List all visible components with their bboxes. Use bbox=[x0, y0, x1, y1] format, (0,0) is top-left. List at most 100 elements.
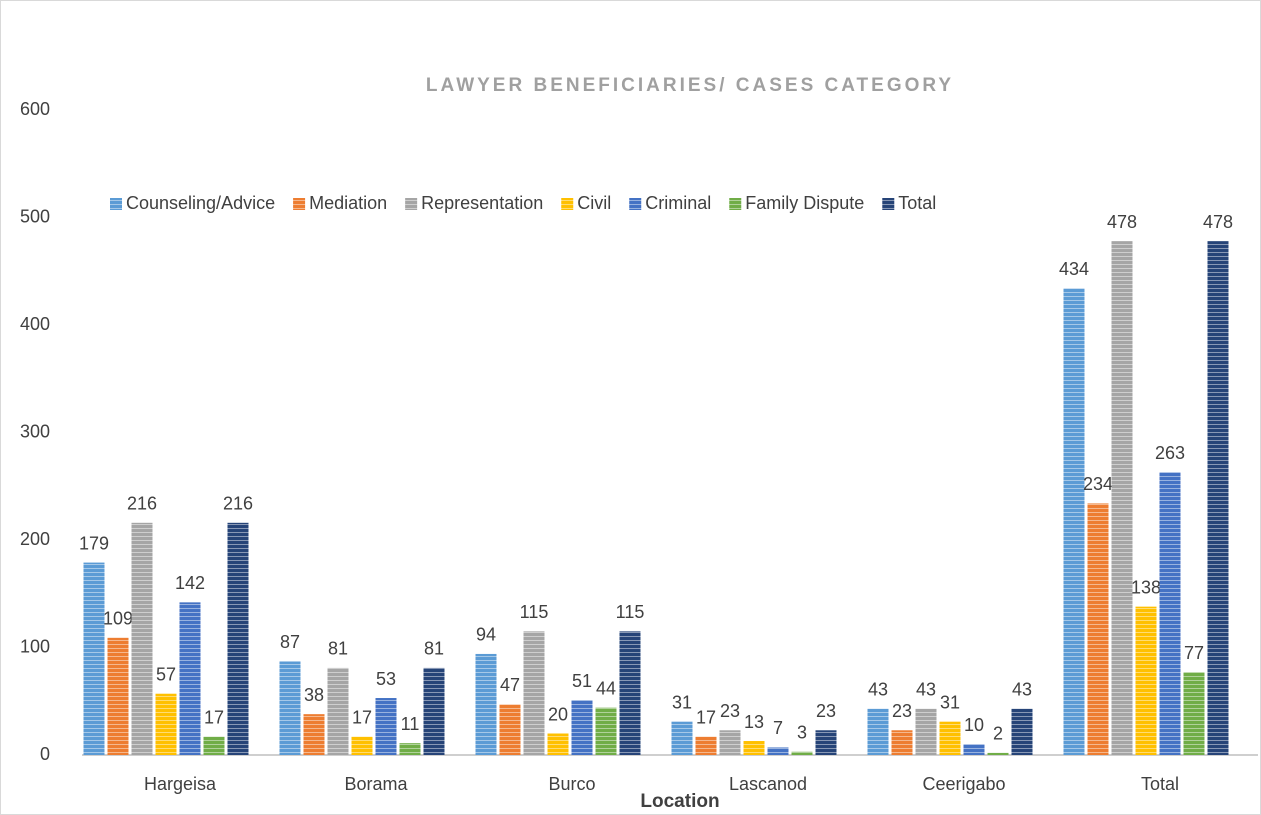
data-label: 216 bbox=[223, 494, 253, 514]
bar bbox=[963, 744, 985, 755]
bar bbox=[303, 714, 325, 755]
data-label: 43 bbox=[1012, 680, 1032, 700]
legend-label: Criminal bbox=[645, 193, 711, 213]
bar bbox=[107, 637, 129, 755]
legend-label: Mediation bbox=[309, 193, 387, 213]
data-label: 115 bbox=[616, 602, 645, 622]
data-label: 2 bbox=[993, 724, 1003, 744]
bar bbox=[475, 653, 497, 755]
bar bbox=[719, 730, 741, 755]
bar bbox=[571, 700, 593, 755]
legend-label: Representation bbox=[421, 193, 543, 213]
data-label: 138 bbox=[1131, 577, 1161, 597]
data-label: 23 bbox=[816, 701, 836, 721]
data-label: 51 bbox=[572, 671, 592, 691]
data-label: 7 bbox=[773, 718, 783, 738]
bar bbox=[83, 562, 105, 755]
data-label: 478 bbox=[1203, 212, 1233, 232]
bar bbox=[743, 741, 765, 755]
x-tick-label: Lascanod bbox=[729, 774, 807, 794]
legend-swatch bbox=[405, 198, 418, 210]
legend-swatch bbox=[729, 198, 742, 210]
data-label: 17 bbox=[352, 707, 372, 727]
data-label: 263 bbox=[1155, 443, 1185, 463]
bar bbox=[279, 661, 301, 755]
bar bbox=[1135, 606, 1157, 755]
data-label: 81 bbox=[328, 639, 348, 659]
bar bbox=[375, 698, 397, 755]
bar bbox=[131, 522, 153, 755]
legend-swatch bbox=[882, 198, 895, 210]
data-label: 57 bbox=[156, 664, 176, 684]
x-tick-label: Hargeisa bbox=[144, 774, 217, 794]
legend-swatch bbox=[110, 198, 122, 210]
x-tick-label: Total bbox=[1141, 774, 1179, 794]
legend-swatch bbox=[561, 198, 574, 210]
legend-label: Civil bbox=[577, 193, 611, 213]
bar bbox=[1207, 241, 1229, 755]
bar bbox=[815, 730, 837, 755]
bar bbox=[915, 708, 937, 755]
y-tick-label: 100 bbox=[20, 636, 50, 656]
bar bbox=[595, 707, 617, 755]
bar bbox=[1063, 288, 1085, 755]
data-label: 77 bbox=[1184, 643, 1204, 663]
bar bbox=[1183, 672, 1205, 755]
x-tick-label: Ceerigabo bbox=[922, 774, 1005, 794]
data-label: 115 bbox=[520, 602, 549, 622]
bar bbox=[203, 736, 225, 755]
y-tick-label: 300 bbox=[20, 421, 50, 441]
bar bbox=[351, 736, 373, 755]
data-label: 10 bbox=[964, 715, 984, 735]
bar bbox=[695, 736, 717, 755]
bar bbox=[867, 708, 889, 755]
bar bbox=[423, 667, 445, 755]
data-label: 17 bbox=[696, 707, 716, 727]
data-label: 87 bbox=[280, 632, 300, 652]
data-label: 142 bbox=[175, 573, 205, 593]
bar bbox=[939, 721, 961, 755]
bar bbox=[399, 743, 421, 755]
bar bbox=[547, 733, 569, 755]
chart-title: LAWYER BENEFICIARIES/ CASES CATEGORY bbox=[426, 75, 954, 96]
bar bbox=[1159, 472, 1181, 755]
bar bbox=[671, 721, 693, 755]
legend-label: Counseling/Advice bbox=[126, 193, 275, 213]
data-label: 31 bbox=[672, 692, 692, 712]
bar bbox=[767, 747, 789, 755]
y-tick-label: 200 bbox=[20, 529, 50, 549]
bar bbox=[499, 704, 521, 755]
bar bbox=[891, 730, 913, 755]
data-label: 109 bbox=[103, 609, 133, 629]
bar bbox=[155, 693, 177, 755]
data-label: 43 bbox=[916, 680, 936, 700]
data-label: 216 bbox=[127, 494, 157, 514]
bar bbox=[1011, 708, 1033, 755]
y-tick-label: 400 bbox=[20, 314, 50, 334]
data-label: 23 bbox=[720, 701, 740, 721]
legend-swatch bbox=[629, 198, 642, 210]
x-tick-label: Burco bbox=[548, 774, 595, 794]
data-label: 44 bbox=[596, 678, 616, 698]
y-tick-label: 0 bbox=[40, 744, 50, 764]
bar bbox=[1087, 503, 1109, 755]
data-label: 20 bbox=[548, 704, 568, 724]
legend-label: Total bbox=[898, 193, 936, 213]
data-label: 38 bbox=[304, 685, 324, 705]
bar bbox=[327, 667, 349, 755]
data-label: 31 bbox=[940, 692, 960, 712]
bar bbox=[227, 522, 249, 755]
data-label: 94 bbox=[476, 625, 496, 645]
data-label: 23 bbox=[892, 701, 912, 721]
data-label: 179 bbox=[79, 533, 109, 553]
legend-label: Family Dispute bbox=[745, 193, 864, 213]
data-label: 17 bbox=[204, 707, 224, 727]
bar bbox=[619, 631, 641, 755]
legend-swatch bbox=[293, 198, 306, 210]
bar bbox=[523, 631, 545, 755]
data-label: 234 bbox=[1083, 474, 1113, 494]
data-label: 43 bbox=[868, 680, 888, 700]
bar bbox=[1111, 241, 1133, 755]
bar bbox=[791, 751, 813, 755]
